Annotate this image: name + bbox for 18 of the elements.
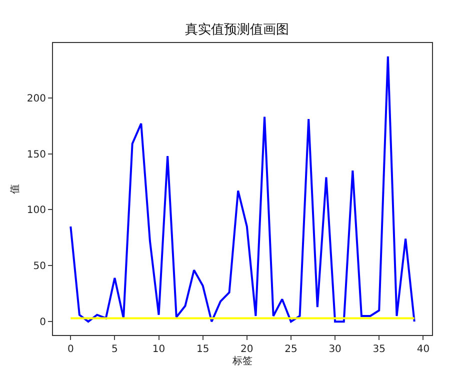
y-tick-label: 200 xyxy=(26,93,46,104)
x-tick-label: 20 xyxy=(240,344,254,355)
x-tick-label: 5 xyxy=(112,344,118,355)
y-axis-title: 值 xyxy=(10,184,21,194)
y-tick-label: 100 xyxy=(26,205,46,216)
x-tick-label: 40 xyxy=(416,344,430,355)
x-tick-label: 35 xyxy=(372,344,386,355)
chart-title: 真实值预测值画图 xyxy=(185,22,289,38)
x-tick-label: 0 xyxy=(67,344,74,355)
line-series xyxy=(70,55,416,323)
x-axis-title: 标签 xyxy=(232,355,252,367)
x-tick-label: 25 xyxy=(284,344,298,355)
x-tick-label: 10 xyxy=(152,344,166,355)
y-tick-label: 50 xyxy=(33,261,46,272)
x-tick-label: 30 xyxy=(328,344,342,355)
y-tick-label: 0 xyxy=(40,317,46,328)
x-tick-label: 15 xyxy=(196,344,210,355)
y-tick-label: 150 xyxy=(26,149,46,160)
